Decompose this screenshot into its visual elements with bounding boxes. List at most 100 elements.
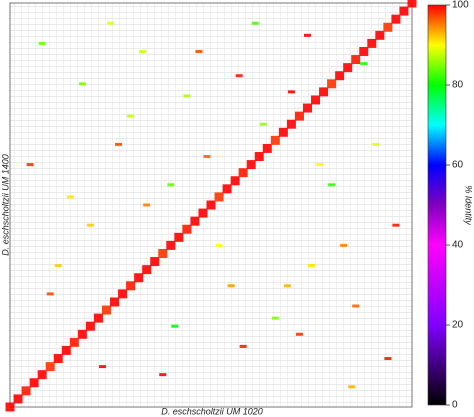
- match-dot: [182, 224, 192, 234]
- match-dot: [166, 240, 176, 250]
- match-dot: [5, 402, 15, 412]
- match-dot: [251, 21, 259, 25]
- match-dot: [328, 183, 336, 187]
- match-dot: [340, 243, 348, 247]
- match-dot: [198, 208, 208, 218]
- match-dot: [46, 292, 54, 296]
- match-dot: [372, 142, 380, 146]
- colorbar-tick-label: 100: [452, 0, 469, 11]
- match-dot: [311, 95, 321, 105]
- colorbar-tick-label: 0: [452, 400, 458, 411]
- match-dot: [93, 313, 103, 323]
- match-dot: [227, 284, 235, 288]
- match-dot: [302, 103, 312, 113]
- match-dot: [384, 357, 392, 361]
- match-dot: [399, 6, 409, 16]
- match-dot: [308, 264, 315, 268]
- match-dot: [29, 378, 39, 388]
- match-dot: [203, 155, 211, 159]
- match-dot: [158, 248, 168, 258]
- match-dot: [110, 297, 120, 307]
- match-dot: [271, 316, 279, 320]
- match-dot: [287, 90, 295, 94]
- match-dot: [375, 30, 385, 40]
- match-dot: [126, 281, 136, 291]
- match-dot: [352, 304, 360, 308]
- match-dot: [171, 324, 179, 328]
- match-dot: [21, 386, 31, 396]
- match-dot: [215, 243, 223, 247]
- match-dot: [150, 257, 160, 267]
- match-dot: [61, 345, 71, 355]
- colorbar: [427, 4, 447, 406]
- x-axis-label: D. eschscholtzii UM 1020: [161, 406, 263, 416]
- match-dot: [254, 152, 264, 162]
- match-dot: [360, 62, 368, 66]
- colorbar-label: % Identity: [464, 185, 474, 225]
- match-dot: [283, 284, 291, 288]
- match-dot: [118, 289, 128, 299]
- match-dot: [190, 216, 200, 226]
- match-dot: [107, 21, 114, 25]
- match-dot: [270, 135, 280, 145]
- match-dot: [38, 41, 46, 45]
- match-dot: [222, 184, 232, 194]
- match-dot: [183, 94, 191, 98]
- match-dot: [230, 176, 240, 186]
- colorbar-tick-label: 20: [452, 320, 464, 331]
- match-dot: [294, 111, 304, 121]
- match-dot: [115, 142, 123, 146]
- match-dot: [98, 365, 106, 369]
- match-dot: [214, 192, 224, 202]
- match-dot: [286, 119, 296, 129]
- match-dot: [278, 127, 288, 137]
- match-dot: [367, 38, 377, 48]
- match-dot: [303, 33, 311, 37]
- match-dot: [101, 305, 111, 315]
- match-dot: [142, 265, 152, 275]
- match-dot: [359, 46, 369, 56]
- match-dot: [134, 273, 144, 283]
- match-dot: [348, 385, 356, 389]
- match-dot: [351, 55, 361, 65]
- match-dot: [86, 223, 94, 227]
- match-dot: [391, 14, 401, 24]
- match-dot: [238, 168, 248, 178]
- match-dot: [195, 49, 203, 53]
- match-dot: [343, 63, 353, 73]
- match-dot: [235, 74, 243, 78]
- match-dot: [69, 337, 79, 347]
- match-dot: [37, 370, 47, 380]
- match-dot: [327, 79, 337, 89]
- colorbar-tick-label: 60: [452, 160, 464, 171]
- match-dot: [53, 354, 63, 364]
- match-dot: [392, 223, 400, 227]
- match-dot: [295, 332, 303, 336]
- colorbar-tick-label: 40: [452, 240, 464, 251]
- match-dot: [127, 114, 135, 118]
- match-dot: [85, 321, 95, 331]
- match-dot: [78, 82, 86, 86]
- match-dot: [45, 362, 55, 372]
- y-axis-label: D. eschscholtzii UM 1400: [0, 154, 10, 256]
- match-dot: [167, 183, 175, 187]
- match-dot: [335, 71, 345, 81]
- match-dot: [174, 232, 184, 242]
- match-dot: [54, 264, 62, 268]
- match-dot: [383, 22, 393, 32]
- match-dot: [259, 122, 267, 126]
- match-dot: [13, 394, 23, 404]
- match-dot: [262, 143, 272, 153]
- match-dot: [139, 49, 147, 53]
- match-dot: [77, 329, 87, 339]
- match-dot: [206, 200, 216, 210]
- colorbar-tick-label: 80: [452, 80, 464, 91]
- match-dot: [239, 344, 247, 348]
- match-dot: [26, 163, 34, 167]
- match-dot: [143, 203, 151, 207]
- match-dot: [159, 373, 167, 377]
- match-dot: [319, 87, 329, 97]
- match-dot: [407, 0, 417, 8]
- match-dot: [66, 195, 74, 199]
